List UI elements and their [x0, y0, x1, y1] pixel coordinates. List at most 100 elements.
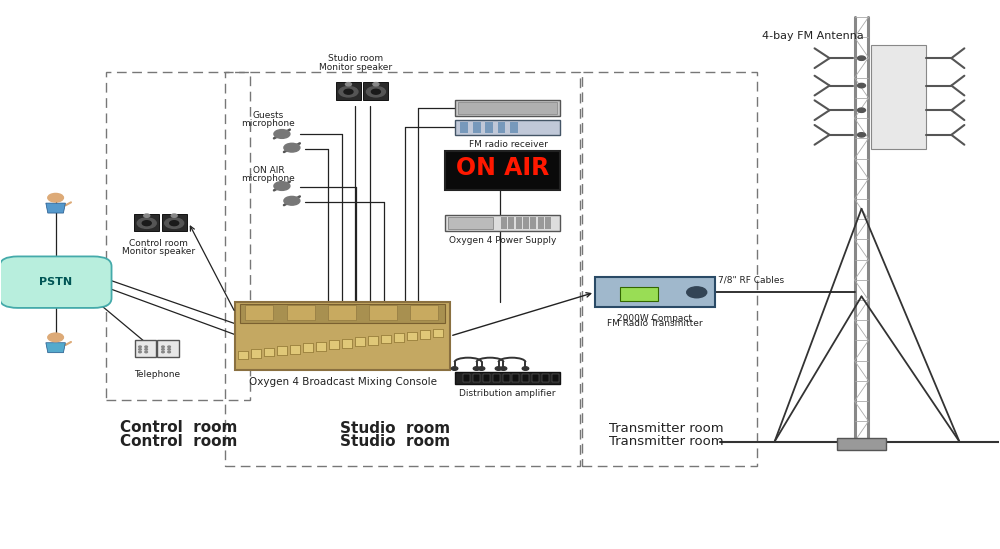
- Bar: [410, 305, 438, 321]
- Text: FM radio receiver: FM radio receiver: [469, 141, 547, 149]
- Bar: [264, 348, 274, 356]
- Bar: [532, 374, 539, 383]
- Bar: [106, 72, 250, 400]
- Bar: [512, 374, 519, 383]
- Text: Telephone: Telephone: [134, 370, 181, 379]
- Text: Transmitter room: Transmitter room: [609, 435, 724, 448]
- Bar: [522, 374, 529, 383]
- Bar: [455, 120, 560, 135]
- Bar: [455, 100, 560, 116]
- Circle shape: [339, 87, 358, 97]
- Circle shape: [137, 218, 156, 228]
- Bar: [498, 122, 505, 133]
- Bar: [455, 372, 560, 384]
- Circle shape: [48, 333, 63, 341]
- Text: 4-bay FM Antenna: 4-bay FM Antenna: [762, 31, 863, 41]
- Circle shape: [171, 214, 177, 217]
- Circle shape: [478, 367, 485, 370]
- Bar: [162, 214, 187, 231]
- Circle shape: [168, 349, 170, 350]
- Text: ON AIR: ON AIR: [253, 166, 284, 175]
- Bar: [157, 340, 179, 357]
- Bar: [240, 304, 445, 323]
- Text: FM Radio Transmitter: FM Radio Transmitter: [607, 320, 703, 328]
- Circle shape: [858, 56, 865, 60]
- Text: Oxygen 4: Oxygen 4: [401, 311, 435, 317]
- Bar: [445, 152, 560, 189]
- Bar: [368, 336, 378, 345]
- Bar: [225, 72, 580, 466]
- Circle shape: [139, 349, 141, 350]
- Text: Control  room: Control room: [120, 434, 237, 449]
- Bar: [448, 217, 493, 229]
- Bar: [458, 102, 557, 114]
- Bar: [552, 374, 559, 383]
- Circle shape: [274, 182, 290, 191]
- Bar: [251, 349, 261, 358]
- Text: Guests: Guests: [253, 111, 284, 120]
- Circle shape: [373, 82, 379, 86]
- Bar: [595, 277, 715, 307]
- Text: Studio  room: Studio room: [340, 422, 450, 436]
- Circle shape: [139, 351, 141, 353]
- Circle shape: [687, 287, 707, 298]
- Bar: [245, 305, 273, 321]
- Bar: [542, 374, 549, 383]
- Bar: [523, 217, 529, 229]
- Circle shape: [495, 367, 502, 370]
- Bar: [463, 374, 470, 383]
- Circle shape: [345, 82, 351, 86]
- Circle shape: [145, 346, 147, 348]
- Bar: [134, 214, 159, 231]
- Bar: [508, 217, 514, 229]
- Circle shape: [344, 89, 353, 94]
- Bar: [501, 217, 507, 229]
- Bar: [287, 305, 315, 321]
- Text: Transmitter room: Transmitter room: [609, 422, 724, 435]
- Bar: [303, 343, 313, 352]
- Bar: [620, 287, 658, 301]
- Bar: [394, 333, 404, 342]
- Circle shape: [170, 221, 179, 226]
- Bar: [328, 305, 356, 321]
- Bar: [235, 302, 450, 371]
- Text: FM: FM: [634, 290, 644, 296]
- Circle shape: [284, 143, 300, 152]
- Text: Distribution amplifier: Distribution amplifier: [459, 389, 556, 399]
- Circle shape: [274, 130, 290, 138]
- Text: Oxygen 4 Broadcast Mixing Console: Oxygen 4 Broadcast Mixing Console: [249, 377, 437, 387]
- Bar: [545, 217, 551, 229]
- Circle shape: [139, 346, 141, 348]
- Circle shape: [522, 367, 529, 370]
- Bar: [445, 215, 560, 231]
- Bar: [460, 122, 468, 133]
- Bar: [510, 122, 518, 133]
- Bar: [329, 340, 339, 349]
- Circle shape: [168, 351, 170, 353]
- Bar: [277, 346, 287, 355]
- Text: ON AIR: ON AIR: [456, 156, 549, 180]
- FancyBboxPatch shape: [0, 256, 112, 308]
- Bar: [290, 345, 300, 354]
- Text: Studio  room: Studio room: [340, 434, 450, 449]
- Circle shape: [500, 367, 507, 370]
- Text: 2000W Compact: 2000W Compact: [617, 314, 692, 323]
- Circle shape: [451, 367, 458, 370]
- Text: Oxygen 4 Power Supply: Oxygen 4 Power Supply: [449, 236, 557, 245]
- Text: Monitor speaker: Monitor speaker: [122, 247, 195, 256]
- Text: microphone: microphone: [241, 174, 295, 183]
- Bar: [342, 339, 352, 348]
- Bar: [530, 217, 536, 229]
- Text: Control  room: Control room: [120, 421, 237, 435]
- Bar: [135, 340, 156, 357]
- Text: PSTN: PSTN: [39, 277, 72, 287]
- Bar: [381, 334, 391, 343]
- Bar: [473, 122, 481, 133]
- Polygon shape: [46, 343, 65, 352]
- Bar: [433, 329, 443, 338]
- Bar: [363, 82, 388, 100]
- Bar: [473, 374, 480, 383]
- Text: Control room: Control room: [129, 239, 188, 248]
- Circle shape: [48, 193, 63, 202]
- Circle shape: [858, 83, 865, 88]
